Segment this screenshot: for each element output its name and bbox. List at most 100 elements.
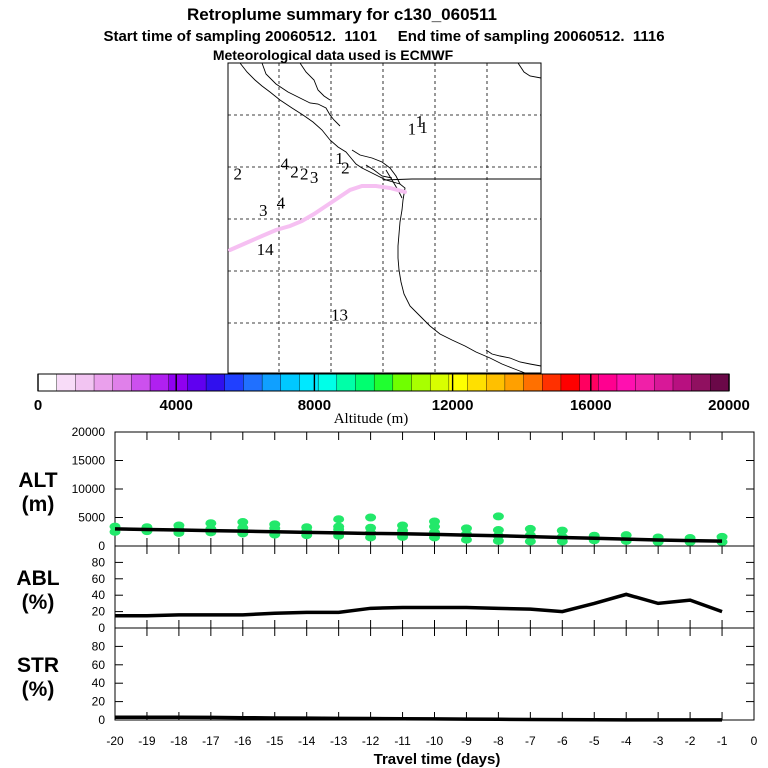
abl-line: [115, 592, 723, 618]
x-tick-label: 0: [751, 734, 758, 748]
alt-point: [492, 512, 504, 521]
colorbar-swatch: [75, 373, 95, 392]
colorbar-swatch: [672, 373, 693, 392]
colorbar-tick-label: 4000: [160, 397, 193, 414]
chart-panels: 05000100001500020000ALT(m)020406080ABL(%…: [16, 425, 755, 727]
y-axis-unit: (%): [22, 591, 55, 614]
x-tick-label: -15: [266, 734, 284, 748]
y-axis-label: ABL: [16, 567, 59, 590]
x-tick-label: -7: [525, 734, 536, 748]
map-trajectory-label: 2: [290, 162, 299, 181]
colorbar-swatch: [616, 373, 637, 392]
x-tick-label: -10: [426, 734, 444, 748]
colorbar-swatch: [336, 373, 357, 392]
colorbar-tick-label: 0: [34, 397, 42, 414]
alt-point: [556, 526, 568, 535]
alt-point: [556, 537, 568, 546]
map-trajectory-label: 1: [419, 118, 428, 137]
colorbar-swatch: [448, 373, 469, 392]
map-trajectory-label: 1: [408, 120, 417, 139]
alt-point: [365, 533, 377, 542]
colorbar-swatch: [131, 373, 151, 392]
colorbar-tick-label: 20000: [708, 397, 750, 414]
colorbar-swatch: [486, 373, 506, 392]
colorbar-swatch: [224, 373, 245, 392]
map-trajectory-label: 13: [331, 306, 348, 325]
map-frame: [227, 62, 542, 374]
colorbar-swatch: [168, 373, 189, 392]
colorbar-swatch: [37, 373, 58, 392]
map-trajectory-label: 3: [310, 168, 319, 187]
colorbar-swatch: [635, 373, 655, 392]
panel-str: 0 20 40 60 80 STR(%): [17, 627, 755, 727]
alt-point: [365, 513, 377, 522]
colorbar-swatch: [560, 373, 581, 392]
colorbar-swatch: [261, 373, 282, 392]
y-tick-label: 60: [92, 658, 106, 672]
x-tick-label: -3: [653, 734, 664, 748]
colorbar-label: Altitude (m): [334, 411, 409, 427]
alt-point: [460, 524, 472, 533]
alt-point: [524, 537, 536, 546]
map-gridlines: [228, 63, 541, 373]
y-tick-label: 0: [98, 713, 105, 727]
colorbar-swatch: [149, 373, 170, 392]
map-trajectory-label: 2: [341, 158, 350, 177]
sampling-times: Start time of sampling 20060512. 1101 En…: [103, 28, 664, 45]
colorbar-swatch: [56, 373, 76, 392]
alt-point: [620, 531, 632, 540]
colorbar-tick-label: 12000: [432, 397, 474, 414]
y-tick-label: 20: [92, 695, 106, 709]
x-tick-label: -8: [493, 734, 504, 748]
colorbar-swatch: [373, 373, 394, 392]
y-tick-label: 80: [92, 639, 106, 653]
y-tick-label: 40: [92, 676, 106, 690]
x-tick-label: -4: [621, 734, 632, 748]
x-tick-label: -17: [202, 734, 220, 748]
x-tick-label: -5: [589, 734, 600, 748]
colorbar-swatch: [710, 373, 730, 392]
colorbar-tick-label: 16000: [570, 397, 612, 414]
x-tick-label: -20: [106, 734, 124, 748]
page-title: Retroplume summary for c130_060511: [187, 5, 497, 24]
colorbar-swatch: [598, 373, 618, 392]
colorbar-swatch: [205, 373, 226, 392]
y-tick-label: 60: [92, 572, 106, 586]
colorbar-swatch: [654, 373, 674, 392]
x-tick-label: -2: [685, 734, 696, 748]
map-trajectory-label: 4: [277, 193, 286, 212]
panel-alt: 0 5000 10000 15000 20000 ALT(m): [18, 425, 755, 553]
y-tick-label: 0: [98, 539, 105, 553]
y-tick-label: 0: [98, 621, 105, 635]
met-data-line: Meteorological data used is ECMWF: [213, 47, 454, 63]
y-axis-unit: (%): [22, 678, 55, 701]
x-tick-label: -9: [461, 734, 472, 748]
alt-point: [460, 535, 472, 544]
map-trajectory-label: 2: [234, 164, 243, 183]
colorbar-swatch: [299, 373, 319, 392]
colorbar-swatch: [243, 373, 263, 392]
colorbar-swatch: [429, 373, 450, 392]
colorbar-swatch: [523, 373, 543, 392]
colorbar-swatch: [542, 373, 562, 392]
x-tick-label: -19: [138, 734, 156, 748]
colorbar-swatch: [112, 373, 132, 392]
x-tick-label: -14: [298, 734, 316, 748]
x-tick-label: -16: [234, 734, 252, 748]
alt-point: [524, 524, 536, 533]
y-axis-label: ALT: [18, 469, 57, 492]
colorbar-swatch: [280, 373, 301, 392]
y-tick-label: 80: [92, 555, 106, 569]
alt-median-line: [114, 527, 723, 543]
x-tick-label: -11: [394, 734, 411, 748]
colorbar-swatch: [317, 373, 338, 392]
map-trajectory-label: 2: [300, 164, 309, 183]
trajectory-path: [228, 184, 407, 252]
colorbar-swatch: [467, 373, 487, 392]
x-axis: -20 -19 -18 -17 -16 -15 -14 -13 -12 -11 -10 -9 -8 -7-…: [106, 734, 757, 748]
panel-frame: [114, 627, 755, 721]
colorbar-swatch: [187, 373, 207, 392]
map-coastlines: [239, 62, 542, 374]
